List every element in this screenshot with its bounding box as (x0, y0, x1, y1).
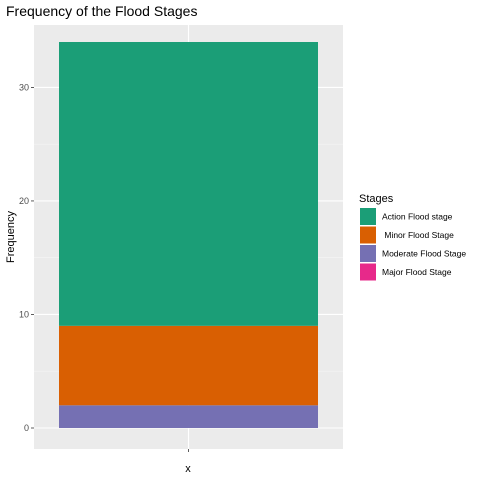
legend-label: Moderate Flood Stage (382, 249, 466, 259)
y-tick-label: 30 (19, 82, 29, 92)
legend-key (360, 208, 376, 225)
legend-label: Major Flood Stage (382, 267, 452, 277)
legend-key (360, 263, 376, 281)
chart-title: Frequency of the Flood Stages (6, 3, 197, 19)
legend-label: Minor Flood Stage (382, 230, 454, 240)
y-axis-ticks: 0 10 20 30 (19, 82, 34, 433)
bar-segment (59, 405, 318, 428)
legend-label: Action Flood stage (382, 212, 453, 222)
y-axis-title: Frequency (5, 211, 17, 263)
bar-segment (59, 42, 318, 326)
x-axis-title: x (185, 463, 191, 475)
legend: Stages Action Flood stage Minor Flood St… (359, 193, 466, 281)
bar-segments (59, 42, 318, 428)
legend-key (360, 226, 376, 244)
y-tick-label: 0 (24, 423, 29, 433)
legend-title: Stages (359, 193, 394, 205)
legend-key (360, 245, 376, 262)
bar-segment (59, 325, 318, 406)
y-tick-label: 10 (19, 309, 29, 319)
y-tick-label: 20 (19, 196, 29, 206)
